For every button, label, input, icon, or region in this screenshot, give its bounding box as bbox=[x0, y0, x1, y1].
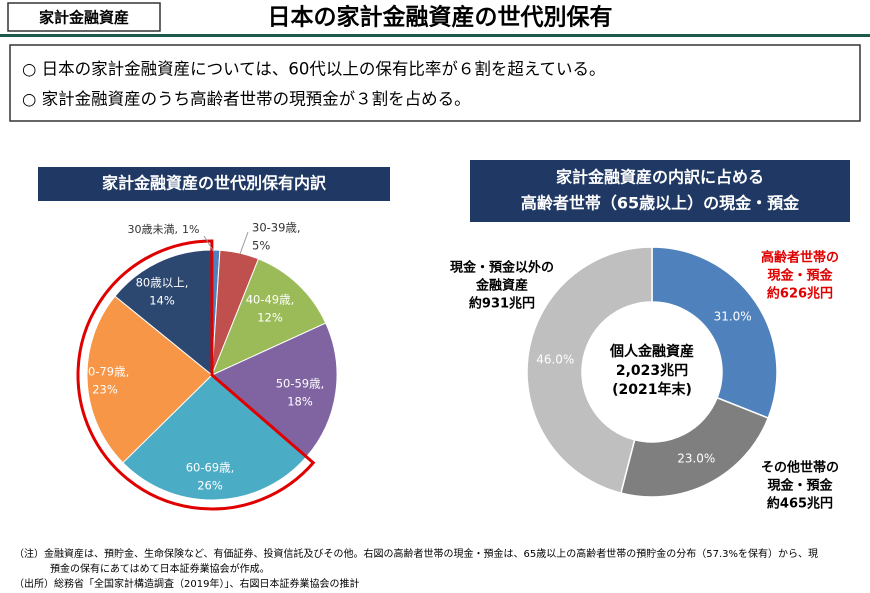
note: 預金の保有にあてはめて日本証券業協会が作成。 bbox=[50, 562, 270, 575]
slice-value-label: 23% bbox=[92, 383, 118, 397]
slice-label: 60-69歳, bbox=[186, 461, 235, 475]
header-tag-box bbox=[7, 2, 161, 32]
slice-label: 80歳以上, bbox=[136, 276, 189, 290]
pie-slice bbox=[211, 322, 338, 458]
slice-value-label: 14% bbox=[149, 294, 175, 308]
bullet: ○ 家計金融資産のうち高齢者世帯の現預金が３割を占める。 bbox=[22, 90, 471, 109]
header-title: 日本の家計金融資産の世代別保有 bbox=[268, 4, 613, 31]
slice-label: 70-79歳, bbox=[81, 365, 130, 379]
slice-label: 40-49歳, bbox=[246, 293, 295, 307]
slice-value-label: 5% bbox=[252, 239, 270, 253]
donut-title: 高齢者世帯（65歳以上）の現金・預金 bbox=[521, 194, 800, 213]
bullet: ○ 日本の家計金融資産については、60代以上の保有比率が６割を超えている。 bbox=[22, 60, 606, 79]
donut-value-label: 23.0% bbox=[677, 451, 715, 465]
header-tag: 家計金融資産 bbox=[39, 9, 129, 27]
donut-label: 高齢者世帯の bbox=[761, 250, 839, 266]
donut-label: 現金・預金 bbox=[767, 478, 833, 494]
pie-slice bbox=[86, 295, 213, 464]
note: （注）金融資産は、預貯金、生命保険など、有価証券、投資信託及びその他。右図の高齢… bbox=[14, 547, 818, 560]
donut-label: 約626兆円 bbox=[767, 286, 833, 302]
donut-title-bar bbox=[470, 160, 850, 222]
slice-value-label: 12% bbox=[257, 311, 283, 325]
donut-label: 金融資産 bbox=[475, 278, 528, 294]
highlight-outline bbox=[76, 239, 316, 511]
pie-slice bbox=[122, 374, 308, 501]
slice-value-label: 26% bbox=[197, 479, 223, 493]
slice-value-label: 1% bbox=[182, 223, 199, 236]
pie-slice bbox=[211, 258, 327, 376]
leader-line bbox=[203, 235, 215, 253]
donut-slice bbox=[526, 246, 653, 494]
donut-label: 約465兆円 bbox=[767, 496, 833, 512]
donut-value-label: 46.0% bbox=[536, 352, 574, 366]
pie-title: 家計金融資産の世代別保有内訳 bbox=[102, 174, 327, 193]
donut-label: 現金・預金以外の bbox=[450, 260, 554, 276]
donut-label: 現金・預金 bbox=[767, 268, 833, 284]
note: （出所）総務省「全国家計構造調査（2019年）」、右図日本証券業協会の推計 bbox=[14, 577, 359, 590]
center-label: 個人金融資産 bbox=[609, 343, 694, 360]
center-label: (2021年末) bbox=[612, 381, 692, 398]
pie-slice bbox=[114, 249, 213, 377]
leader-line bbox=[239, 231, 249, 255]
slice-label: 50-59歳, bbox=[276, 377, 325, 391]
donut-label: その他世帯の bbox=[761, 460, 839, 476]
donut-slice bbox=[651, 246, 778, 419]
donut-label: 約931兆円 bbox=[469, 296, 535, 312]
donut-value-label: 31.0% bbox=[714, 310, 752, 324]
slice-value-label: 18% bbox=[287, 395, 313, 409]
pie-title-bar bbox=[38, 167, 390, 201]
slice-label: 30歳未満, bbox=[128, 223, 179, 236]
donut-title: 家計金融資産の内訳に占める bbox=[556, 168, 764, 187]
center-label: 2,023兆円 bbox=[616, 363, 688, 379]
bullet-box bbox=[9, 44, 861, 122]
header-rule bbox=[0, 34, 870, 37]
donut-slice bbox=[620, 396, 770, 498]
slice-label: 30-39歳, bbox=[252, 221, 301, 235]
